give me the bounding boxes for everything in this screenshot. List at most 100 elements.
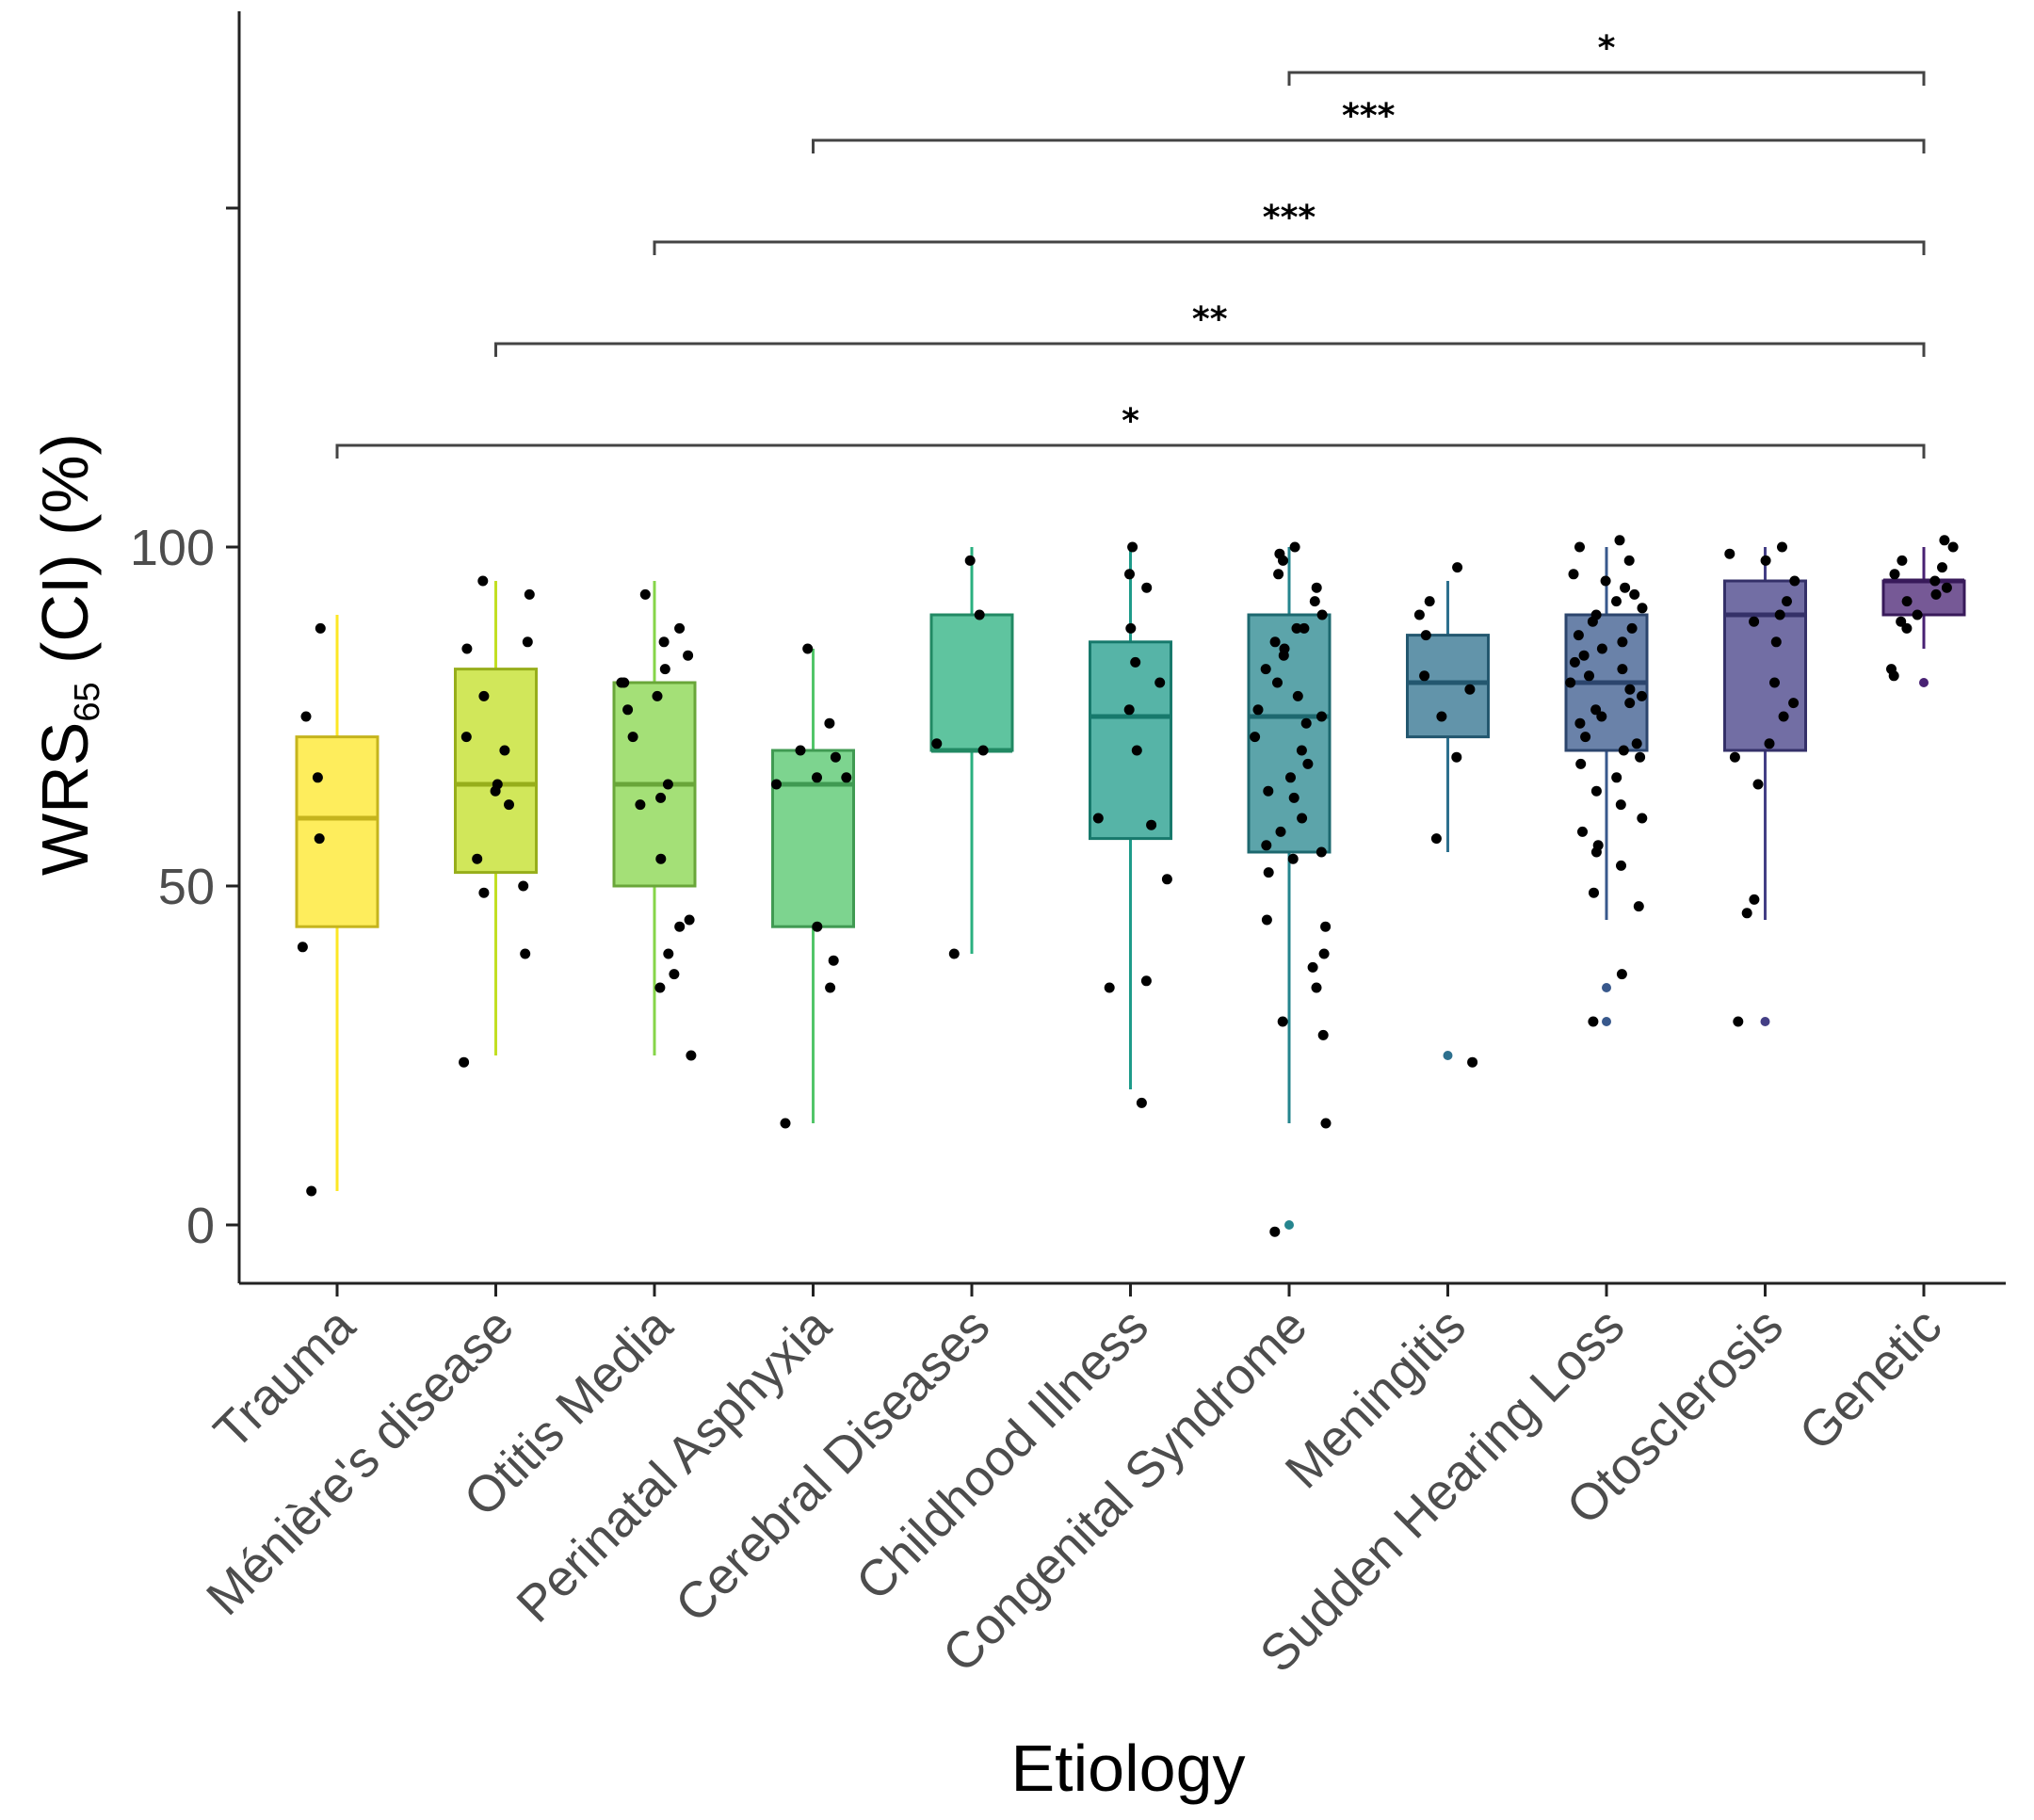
data-point <box>1127 541 1138 553</box>
data-point <box>1252 704 1264 716</box>
data-point <box>1318 948 1330 959</box>
data-point <box>1774 609 1785 620</box>
data-point <box>478 690 490 701</box>
significance-bracket <box>335 443 1926 459</box>
data-point <box>1764 738 1775 749</box>
data-point <box>825 982 836 993</box>
significance-bracket <box>653 240 1926 255</box>
data-point <box>802 643 814 654</box>
data-point <box>771 779 782 790</box>
y-axis-title-subscript: 65 <box>68 682 107 721</box>
data-point <box>472 853 483 864</box>
data-point <box>674 622 686 634</box>
box-iqr <box>1089 640 1172 841</box>
data-point <box>1277 1016 1288 1027</box>
data-point <box>1930 588 1942 600</box>
data-point <box>1789 575 1800 587</box>
data-point <box>780 1118 791 1129</box>
data-point <box>828 955 839 966</box>
data-point <box>830 751 841 763</box>
box-iqr <box>929 613 1014 752</box>
data-point <box>1729 751 1740 763</box>
data-point <box>1580 732 1591 743</box>
data-point <box>1131 745 1142 756</box>
data-point <box>1250 732 1261 743</box>
data-point <box>1937 562 1947 573</box>
data-point <box>659 664 670 675</box>
data-point <box>1616 860 1626 871</box>
data-point <box>315 622 326 634</box>
data-point <box>478 887 490 898</box>
data-point <box>1770 636 1782 648</box>
data-point <box>499 745 510 756</box>
data-point <box>1317 1029 1329 1040</box>
data-point <box>1901 622 1913 634</box>
data-point <box>1311 982 1322 993</box>
data-point <box>1568 569 1579 580</box>
data-point <box>1573 630 1584 641</box>
data-point <box>655 853 667 864</box>
data-point <box>654 982 666 993</box>
data-point <box>1316 711 1327 722</box>
data-point <box>1309 596 1320 607</box>
data-point <box>477 575 489 587</box>
data-point <box>1565 677 1576 688</box>
significance-label: *** <box>1342 97 1396 136</box>
data-point <box>1617 664 1628 675</box>
data-point <box>841 772 852 783</box>
data-point <box>1623 555 1635 566</box>
data-point <box>1413 609 1425 620</box>
data-point <box>655 792 667 803</box>
data-point <box>1888 670 1899 682</box>
y-tick-label: 0 <box>186 1198 215 1254</box>
box-outlier <box>1284 1220 1294 1230</box>
data-point <box>948 948 960 959</box>
significance-label: ** <box>1192 300 1228 339</box>
data-point <box>1316 609 1328 620</box>
box-outlier <box>1602 983 1611 992</box>
jitter-points <box>297 535 1959 1237</box>
data-point <box>1760 555 1771 566</box>
data-point <box>686 1050 697 1061</box>
y-axis-title-main: WRS <box>28 722 102 876</box>
significance-bracket <box>1287 71 1926 86</box>
data-point <box>1724 548 1735 559</box>
data-point <box>1123 704 1135 716</box>
data-point <box>1260 664 1271 675</box>
data-point <box>1273 569 1284 580</box>
data-point <box>1125 622 1137 634</box>
data-point <box>1452 562 1463 573</box>
data-point <box>663 948 674 959</box>
data-point <box>1618 745 1629 756</box>
x-tick-label: Childhood Illness <box>846 1297 1159 1611</box>
y-ticks: 0 50 100 <box>130 206 239 1254</box>
boxplot-series <box>295 547 1966 1230</box>
data-point <box>1620 582 1631 593</box>
data-point <box>1146 819 1157 830</box>
data-point <box>639 588 651 600</box>
data-point <box>635 799 646 811</box>
data-point <box>1320 1118 1332 1129</box>
data-point <box>652 690 663 701</box>
data-point <box>1889 569 1900 580</box>
data-point <box>1637 603 1648 614</box>
data-point <box>1741 908 1752 919</box>
data-point <box>1464 684 1476 695</box>
box-iqr <box>1406 634 1490 739</box>
data-point <box>1733 1016 1744 1027</box>
data-point <box>1296 745 1307 756</box>
data-point <box>1633 901 1644 912</box>
data-point <box>459 1056 470 1068</box>
data-point <box>1278 650 1289 661</box>
data-point <box>1624 684 1636 695</box>
data-point <box>1269 1226 1281 1237</box>
data-point <box>1292 690 1303 701</box>
data-point <box>1320 921 1332 932</box>
data-point <box>1300 717 1312 729</box>
data-point <box>461 643 473 654</box>
data-point <box>1611 772 1622 783</box>
data-point <box>1141 582 1153 593</box>
data-point <box>964 555 976 566</box>
